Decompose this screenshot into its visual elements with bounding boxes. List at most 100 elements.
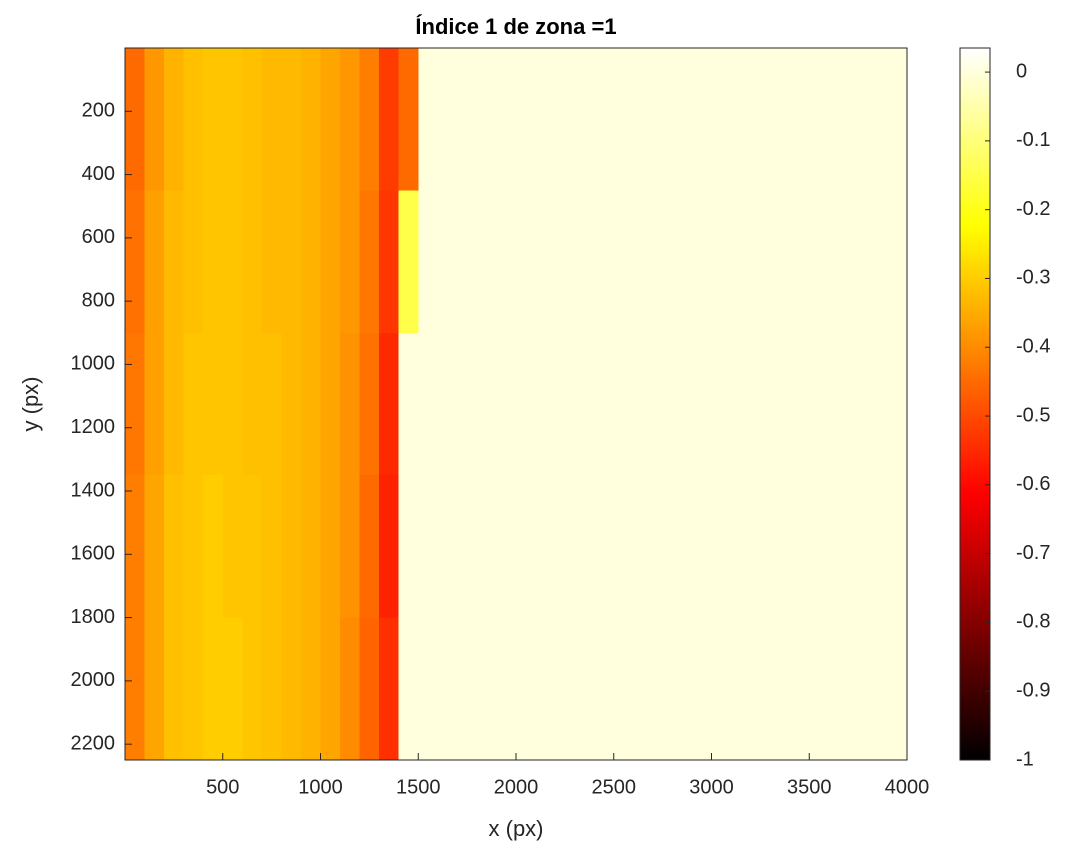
heatmap-cell xyxy=(398,475,419,619)
colorbar xyxy=(959,47,991,761)
y-axis-label: y (px) xyxy=(18,377,43,432)
heatmap-cell xyxy=(183,617,204,761)
heatmap-cell xyxy=(828,475,849,619)
heatmap-cell xyxy=(887,48,908,191)
heatmap-cell xyxy=(222,332,243,476)
x-tick-label: 2500 xyxy=(592,776,637,798)
heatmap-cell xyxy=(418,617,439,761)
heatmap-cell xyxy=(594,617,615,761)
heatmap-cell xyxy=(691,332,713,476)
heatmap-cell xyxy=(203,332,224,476)
heatmap-cell xyxy=(711,48,732,191)
heatmap-cell xyxy=(496,332,517,476)
heatmap-cell xyxy=(691,617,713,761)
heatmap-cell xyxy=(359,190,380,334)
heatmap-cell xyxy=(652,617,673,761)
heatmap-cell xyxy=(496,190,517,334)
heatmap-cell xyxy=(359,617,380,761)
heatmap-cell xyxy=(496,617,517,761)
heatmap-cell xyxy=(242,332,263,476)
heatmap-cell xyxy=(320,48,341,191)
heatmap-cell xyxy=(672,475,693,619)
heatmap-cell xyxy=(809,617,830,761)
heatmap-cell xyxy=(828,332,849,476)
heatmap-cell xyxy=(535,48,556,191)
heatmap-cell xyxy=(359,48,380,191)
heatmap-cell xyxy=(300,190,322,334)
heatmap-cell xyxy=(203,190,224,334)
heatmap-cell xyxy=(750,332,771,476)
colorbar-tick-label: -0.9 xyxy=(1016,679,1050,701)
heatmap-cell xyxy=(476,190,498,334)
heatmap-cell xyxy=(848,475,869,619)
heatmap-cell xyxy=(476,475,498,619)
heatmap-cell xyxy=(183,332,204,476)
heatmap-cell xyxy=(379,332,400,476)
y-tick-label: 400 xyxy=(82,163,115,185)
heatmap-cell xyxy=(633,475,654,619)
heatmap-cell xyxy=(691,48,713,191)
heatmap-cell xyxy=(476,617,498,761)
heatmap-cell xyxy=(261,617,282,761)
colorbar-tick-label: -0.7 xyxy=(1016,542,1050,564)
heatmap-cell xyxy=(261,190,282,334)
heatmap-cell xyxy=(731,332,752,476)
heatmap-cell xyxy=(555,190,576,334)
heatmap-cell xyxy=(516,48,537,191)
heatmap-cell xyxy=(281,475,302,619)
heatmap-cell xyxy=(183,475,204,619)
y-tick-label: 1800 xyxy=(71,606,116,628)
heatmap-cell xyxy=(144,332,165,476)
heatmap-cell xyxy=(340,475,361,619)
heatmap-cell xyxy=(340,617,361,761)
heatmap-cell xyxy=(242,48,263,191)
heatmap-cell xyxy=(437,190,458,334)
heatmap-cell xyxy=(281,48,302,191)
heatmap-cell xyxy=(516,617,537,761)
heatmap-cell xyxy=(828,48,849,191)
heatmap-cell xyxy=(613,475,634,619)
heatmap-cell xyxy=(398,617,419,761)
heatmap-cell xyxy=(398,190,419,334)
heatmap-cell xyxy=(867,190,889,334)
heatmap-cell xyxy=(848,48,869,191)
heatmap-cell xyxy=(770,190,791,334)
colorbar-tick-label: -0.6 xyxy=(1016,473,1050,495)
heatmap-cell xyxy=(652,48,673,191)
heatmap-cell xyxy=(731,617,752,761)
heatmap-cell xyxy=(261,475,282,619)
heatmap-cell xyxy=(300,475,322,619)
heatmap-cell xyxy=(672,48,693,191)
heatmap-cell xyxy=(770,475,791,619)
heatmap-cell xyxy=(652,190,673,334)
heatmap-cell xyxy=(535,475,556,619)
heatmap-cell xyxy=(711,332,732,476)
heatmap-cell xyxy=(300,48,322,191)
heatmap-cell xyxy=(418,332,439,476)
heatmap-cell xyxy=(613,190,634,334)
heatmap-cell xyxy=(222,475,243,619)
heatmap-cell xyxy=(457,617,478,761)
y-tick-label: 2000 xyxy=(71,669,116,691)
heatmap-cell xyxy=(672,617,693,761)
heatmap-cell xyxy=(125,190,146,334)
heatmap-cell xyxy=(633,48,654,191)
heatmap-cell xyxy=(672,190,693,334)
heatmap-cell xyxy=(711,617,732,761)
heatmap-cell xyxy=(261,332,282,476)
heatmap-cell xyxy=(613,332,634,476)
heatmap-cell xyxy=(418,48,439,191)
y-tick-label: 200 xyxy=(82,100,115,122)
heatmap-cell xyxy=(613,48,634,191)
heatmap-cell xyxy=(574,190,595,334)
heatmap-cell xyxy=(125,48,146,191)
heatmap-cell xyxy=(340,190,361,334)
heatmap-cell xyxy=(711,190,732,334)
heatmap-cell xyxy=(183,48,204,191)
heatmap-cell xyxy=(633,190,654,334)
heatmap-cell xyxy=(535,190,556,334)
heatmap-cell xyxy=(340,48,361,191)
heatmap-cell xyxy=(750,48,771,191)
heatmap-cell xyxy=(203,475,224,619)
